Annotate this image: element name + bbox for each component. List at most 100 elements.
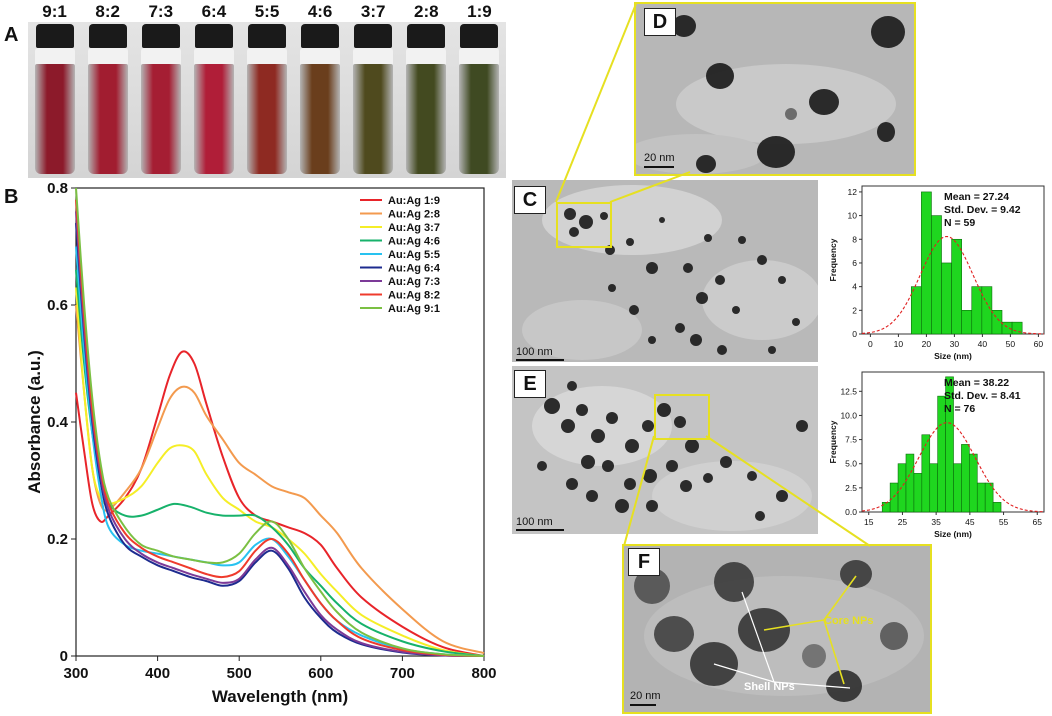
tem-d-particles (636, 15, 905, 174)
nanoparticle (826, 670, 862, 702)
nanoparticle (581, 455, 595, 469)
scale-bar-f (630, 704, 656, 706)
normal-fit-curve (861, 236, 1045, 335)
nanoparticle (704, 234, 712, 242)
y-tick-label: 12 (848, 187, 858, 197)
vial-solution (300, 64, 341, 174)
vial-solution (459, 64, 500, 174)
nanoparticle (615, 499, 629, 513)
y-tick-label: 2.5 (845, 483, 857, 493)
legend-entry: Au:Ag 7:3 (388, 276, 440, 288)
hist-bar (945, 376, 954, 513)
panel-label-a: A (4, 24, 19, 46)
series-line (75, 223, 485, 657)
panel-label-c: C (514, 186, 546, 214)
nanoparticle (768, 346, 776, 354)
hist-bar (969, 453, 978, 513)
x-tick-label: 400 (145, 665, 170, 682)
y-axis-title: Frequency (828, 420, 838, 463)
nanoparticle (738, 236, 746, 244)
stats-annotation: N = 76 (944, 403, 975, 415)
stats-annotation: Std. Dev. = 8.41 (944, 390, 1021, 402)
tem-f-particles: Core NPs Shell NPs (634, 560, 924, 702)
tem-image-f: Core NPs Shell NPs 20 nm (622, 544, 932, 714)
x-tick-label: 55 (999, 517, 1009, 527)
hist-bar (961, 444, 970, 513)
hist-bar (961, 310, 973, 335)
size-histogram-e: 15 25 35 45 55 65 0.0 2.5 5.0 7.5 10.0 12.5 Size (nm… (828, 371, 1045, 539)
hist-bar (951, 238, 962, 335)
y-axis-title: Frequency (828, 238, 838, 281)
x-tick-label: 60 (1034, 339, 1044, 349)
y-tick-label: 0 (60, 648, 68, 665)
vial-solution (87, 64, 128, 174)
hist-bar (991, 310, 1003, 335)
series-line (75, 199, 485, 657)
nanoparticle (776, 490, 788, 502)
scale-bar-d-label: 20 nm (644, 152, 675, 164)
scale-bar-e (516, 529, 564, 531)
hist-bar (971, 286, 983, 335)
hist-bar (881, 502, 891, 513)
vial-label: 4:6 (307, 2, 333, 21)
series-line (75, 211, 485, 657)
nanoparticle (877, 122, 895, 142)
nanoparticle (561, 419, 575, 433)
y-tick-label: 2 (852, 305, 857, 315)
x-tick-label: 30 (950, 339, 960, 349)
nanoparticle (564, 208, 576, 220)
nanoparticle (544, 398, 560, 414)
vial-cap (88, 24, 127, 48)
y-tick-label: 12.5 (840, 386, 857, 396)
legend-entry: Au:Ag 5:5 (388, 249, 440, 261)
vial-label: 5:5 (254, 2, 280, 21)
y-tick-label: 6 (852, 258, 857, 268)
shell-pointer-line (741, 591, 775, 683)
vial-label: 6:4 (201, 2, 227, 21)
vials-photo (28, 22, 506, 178)
nanoparticle (715, 275, 725, 285)
vial-cap (301, 24, 340, 48)
nanoparticle (880, 622, 908, 650)
nanoparticle (624, 478, 636, 490)
scale-bar-d (644, 166, 674, 168)
legend-entry: Au:Ag 6:4 (388, 263, 441, 275)
y-tick-label: 0.8 (47, 180, 68, 197)
vial-cap (141, 24, 180, 48)
nanoparticle (757, 255, 767, 265)
series-line (75, 287, 485, 657)
y-tick-label: 10.0 (840, 410, 857, 420)
vial-cap (354, 24, 393, 48)
nanoparticle (608, 284, 616, 292)
vials-row (28, 22, 506, 178)
shell-nps-label: Shell NPs (744, 681, 795, 693)
y-tick-label: 10 (848, 211, 858, 221)
x-tick-label: 50 (1006, 339, 1016, 349)
vial-label: 9:1 (42, 2, 67, 21)
hist-bar (1011, 321, 1023, 335)
series-line (75, 350, 485, 657)
nanoparticle (625, 439, 639, 453)
y-tick-label: 4 (852, 282, 857, 292)
nanoparticle (659, 217, 665, 223)
vial-cap (407, 24, 446, 48)
substrate-region (522, 300, 642, 360)
x-tick-label: 35 (931, 517, 941, 527)
nanoparticle (569, 227, 579, 237)
hist-bar (929, 463, 938, 513)
legend-entry: Au:Ag 1:9 (388, 195, 440, 207)
size-histogram-c: 0 10 20 30 40 50 60 0 2 4 6 8 10 12 Size (nm) Frequency… (828, 185, 1045, 361)
stats-annotation: Mean = 27.24 (944, 191, 1009, 203)
nanoparticle (602, 460, 614, 472)
nanoparticle (755, 511, 765, 521)
nanoparticle (567, 381, 577, 391)
vial-solution (140, 64, 181, 174)
y-tick-label: 0 (852, 329, 857, 339)
series-line (75, 304, 485, 655)
nanoparticle (778, 276, 786, 284)
nanoparticle (576, 404, 588, 416)
x-tick-label: 20 (922, 339, 932, 349)
y-axis-title: Absorbance (a.u.) (25, 350, 44, 494)
scale-bar-c-label: 100 nm (516, 346, 553, 358)
x-tick-label: 15 (864, 517, 874, 527)
